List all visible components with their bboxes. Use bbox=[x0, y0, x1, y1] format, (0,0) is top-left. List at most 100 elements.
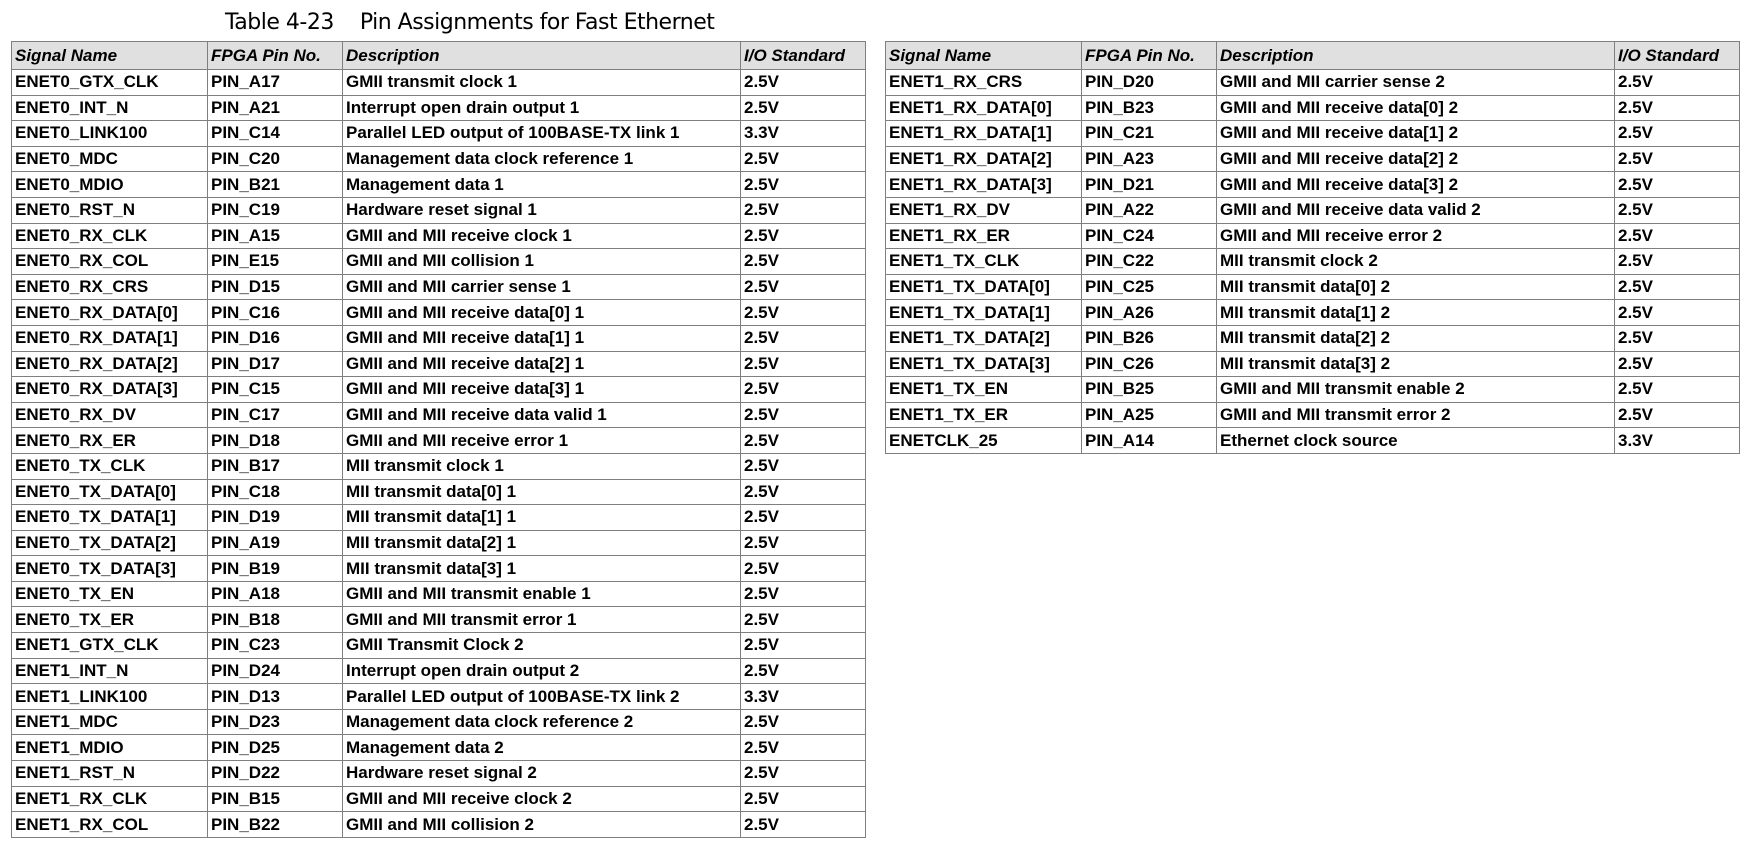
io-standard-cell: 2.5V bbox=[1614, 94, 1740, 122]
signal-name-cell: ENET1_RX_DATA[1] bbox=[885, 120, 1082, 147]
table-row: ENET1_TX_DATA[1] PIN_A26 MII transmit data… bbox=[885, 299, 1740, 326]
io-standard-cell: 2.5V bbox=[740, 504, 866, 531]
description-cell: GMII transmit clock 1 bbox=[342, 69, 741, 96]
fpga-pin-cell: PIN_A19 bbox=[207, 529, 343, 557]
description-cell: GMII and MII collision 2 bbox=[342, 811, 741, 838]
fpga-pin-cell: PIN_A21 bbox=[207, 94, 343, 122]
pin-table-left: Signal Name FPGA Pin No. Description I/O… bbox=[11, 41, 866, 838]
table-row: ENET1_RX_COL PIN_B22 GMII and MII collisio… bbox=[11, 811, 866, 838]
fpga-pin-cell: PIN_C21 bbox=[1081, 120, 1217, 147]
table-title: Pin Assignments for Fast Ethernet bbox=[359, 10, 715, 35]
fpga-pin-cell: PIN_A22 bbox=[1081, 196, 1217, 224]
pin-table-left-body: ENET0_GTX_CLK PIN_A17 GMII transmit clock … bbox=[11, 69, 866, 838]
fpga-pin-cell: PIN_B18 bbox=[207, 606, 343, 634]
io-standard-cell: 2.5V bbox=[740, 94, 866, 122]
header-description: Description bbox=[1216, 41, 1615, 70]
description-cell: Management data 1 bbox=[342, 171, 741, 198]
io-standard-cell: 2.5V bbox=[740, 760, 866, 787]
io-standard-cell: 2.5V bbox=[740, 555, 866, 582]
description-cell: Interrupt open drain output 1 bbox=[342, 94, 741, 122]
io-standard-cell: 2.5V bbox=[1614, 69, 1740, 96]
io-standard-cell: 2.5V bbox=[1614, 401, 1740, 429]
io-standard-cell: 2.5V bbox=[740, 529, 866, 557]
description-cell: GMII and MII transmit error 1 bbox=[342, 606, 741, 634]
table-row: ENET0_TX_ER PIN_B18 GMII and MII transmit … bbox=[11, 606, 866, 634]
io-standard-cell: 2.5V bbox=[740, 606, 866, 634]
signal-name-cell: ENET1_RX_DV bbox=[885, 196, 1082, 224]
io-standard-cell: 2.5V bbox=[1614, 273, 1740, 301]
table-row: ENET1_MDIO PIN_D25 Management data 2 2.5V bbox=[11, 734, 866, 762]
description-cell: GMII and MII receive clock 1 bbox=[342, 222, 741, 250]
io-standard-cell: 2.5V bbox=[740, 376, 866, 403]
io-standard-cell: 2.5V bbox=[740, 734, 866, 762]
io-standard-cell: 2.5V bbox=[1614, 196, 1740, 224]
signal-name-cell: ENET1_RX_DATA[2] bbox=[885, 145, 1082, 173]
io-standard-cell: 2.5V bbox=[1614, 350, 1740, 378]
fpga-pin-cell: PIN_A26 bbox=[1081, 299, 1217, 326]
signal-name-cell: ENET1_MDIO bbox=[11, 734, 208, 762]
fpga-pin-cell: PIN_B17 bbox=[207, 452, 343, 480]
table-row: ENET0_MDC PIN_C20 Management data clock re… bbox=[11, 145, 866, 173]
fpga-pin-cell: PIN_B22 bbox=[207, 811, 343, 838]
description-cell: GMII and MII receive error 1 bbox=[342, 427, 741, 454]
description-cell: MII transmit clock 1 bbox=[342, 452, 741, 480]
fpga-pin-cell: PIN_C22 bbox=[1081, 248, 1217, 275]
signal-name-cell: ENET0_TX_DATA[2] bbox=[11, 529, 208, 557]
signal-name-cell: ENET0_RX_DATA[2] bbox=[11, 350, 208, 378]
signal-name-cell: ENET1_TX_DATA[0] bbox=[885, 273, 1082, 301]
table-row: ENET1_MDC PIN_D23 Management data clock re… bbox=[11, 708, 866, 736]
table-row: ENET1_TX_EN PIN_B25 GMII and MII transmit … bbox=[885, 376, 1740, 403]
signal-name-cell: ENET1_TX_DATA[2] bbox=[885, 324, 1082, 352]
table-row: ENET0_RX_DATA[1] PIN_D16 GMII and MII rece… bbox=[11, 324, 866, 352]
description-cell: MII transmit data[0] 2 bbox=[1216, 273, 1615, 301]
description-cell: GMII and MII transmit enable 2 bbox=[1216, 376, 1615, 403]
io-standard-cell: 2.5V bbox=[740, 580, 866, 608]
signal-name-cell: ENET1_RX_DATA[3] bbox=[885, 171, 1082, 198]
header-row: Signal Name FPGA Pin No. Description I/O… bbox=[885, 41, 1740, 70]
table-caption: Table 4-23 Pin Assignments for Fast Ether… bbox=[225, 10, 715, 35]
signal-name-cell: ENET0_INT_N bbox=[11, 94, 208, 122]
description-cell: MII transmit data[3] 1 bbox=[342, 555, 741, 582]
signal-name-cell: ENET0_RX_DV bbox=[11, 401, 208, 429]
signal-name-cell: ENET1_TX_DATA[3] bbox=[885, 350, 1082, 378]
fpga-pin-cell: PIN_C16 bbox=[207, 299, 343, 326]
io-standard-cell: 2.5V bbox=[740, 69, 866, 96]
table-row: ENET0_TX_DATA[2] PIN_A19 MII transmit data… bbox=[11, 529, 866, 557]
fpga-pin-cell: PIN_A18 bbox=[207, 580, 343, 608]
description-cell: GMII and MII transmit enable 1 bbox=[342, 580, 741, 608]
signal-name-cell: ENET0_TX_EN bbox=[11, 580, 208, 608]
pin-table-right: Signal Name FPGA Pin No. Description I/O… bbox=[885, 41, 1740, 454]
io-standard-cell: 2.5V bbox=[740, 196, 866, 224]
description-cell: GMII and MII receive data[3] 2 bbox=[1216, 171, 1615, 198]
table-row: ENET0_GTX_CLK PIN_A17 GMII transmit clock … bbox=[11, 69, 866, 96]
table-row: ENET0_RX_DATA[0] PIN_C16 GMII and MII rece… bbox=[11, 299, 866, 326]
table-row: ENET1_RX_DV PIN_A22 GMII and MII receive d… bbox=[885, 196, 1740, 224]
fpga-pin-cell: PIN_D25 bbox=[207, 734, 343, 762]
description-cell: Management data 2 bbox=[342, 734, 741, 762]
table-row: ENET0_RX_DATA[2] PIN_D17 GMII and MII rece… bbox=[11, 350, 866, 378]
fpga-pin-cell: PIN_B15 bbox=[207, 785, 343, 813]
fpga-pin-cell: PIN_E15 bbox=[207, 248, 343, 275]
table-row: ENET0_RX_DATA[3] PIN_C15 GMII and MII rece… bbox=[11, 376, 866, 403]
io-standard-cell: 2.5V bbox=[740, 248, 866, 275]
table-row: ENET1_TX_DATA[2] PIN_B26 MII transmit data… bbox=[885, 324, 1740, 352]
description-cell: GMII and MII receive data[0] 1 bbox=[342, 299, 741, 326]
table-row: ENET1_TX_DATA[0] PIN_C25 MII transmit data… bbox=[885, 273, 1740, 301]
signal-name-cell: ENETCLK_25 bbox=[885, 427, 1082, 454]
description-cell: MII transmit data[2] 2 bbox=[1216, 324, 1615, 352]
signal-name-cell: ENET1_LINK100 bbox=[11, 683, 208, 710]
table-row: ENET0_MDIO PIN_B21 Management data 1 2.5V bbox=[11, 171, 866, 198]
description-cell: Interrupt open drain output 2 bbox=[342, 657, 741, 685]
io-standard-cell: 2.5V bbox=[740, 452, 866, 480]
description-cell: MII transmit data[1] 1 bbox=[342, 504, 741, 531]
fpga-pin-cell: PIN_C26 bbox=[1081, 350, 1217, 378]
table-row: ENET1_GTX_CLK PIN_C23 GMII Transmit Clock … bbox=[11, 632, 866, 659]
io-standard-cell: 2.5V bbox=[740, 324, 866, 352]
table-row: ENET1_RX_DATA[2] PIN_A23 GMII and MII rece… bbox=[885, 145, 1740, 173]
io-standard-cell: 2.5V bbox=[1614, 145, 1740, 173]
description-cell: GMII and MII carrier sense 1 bbox=[342, 273, 741, 301]
fpga-pin-cell: PIN_D15 bbox=[207, 273, 343, 301]
description-cell: Management data clock reference 2 bbox=[342, 708, 741, 736]
signal-name-cell: ENET0_TX_ER bbox=[11, 606, 208, 634]
